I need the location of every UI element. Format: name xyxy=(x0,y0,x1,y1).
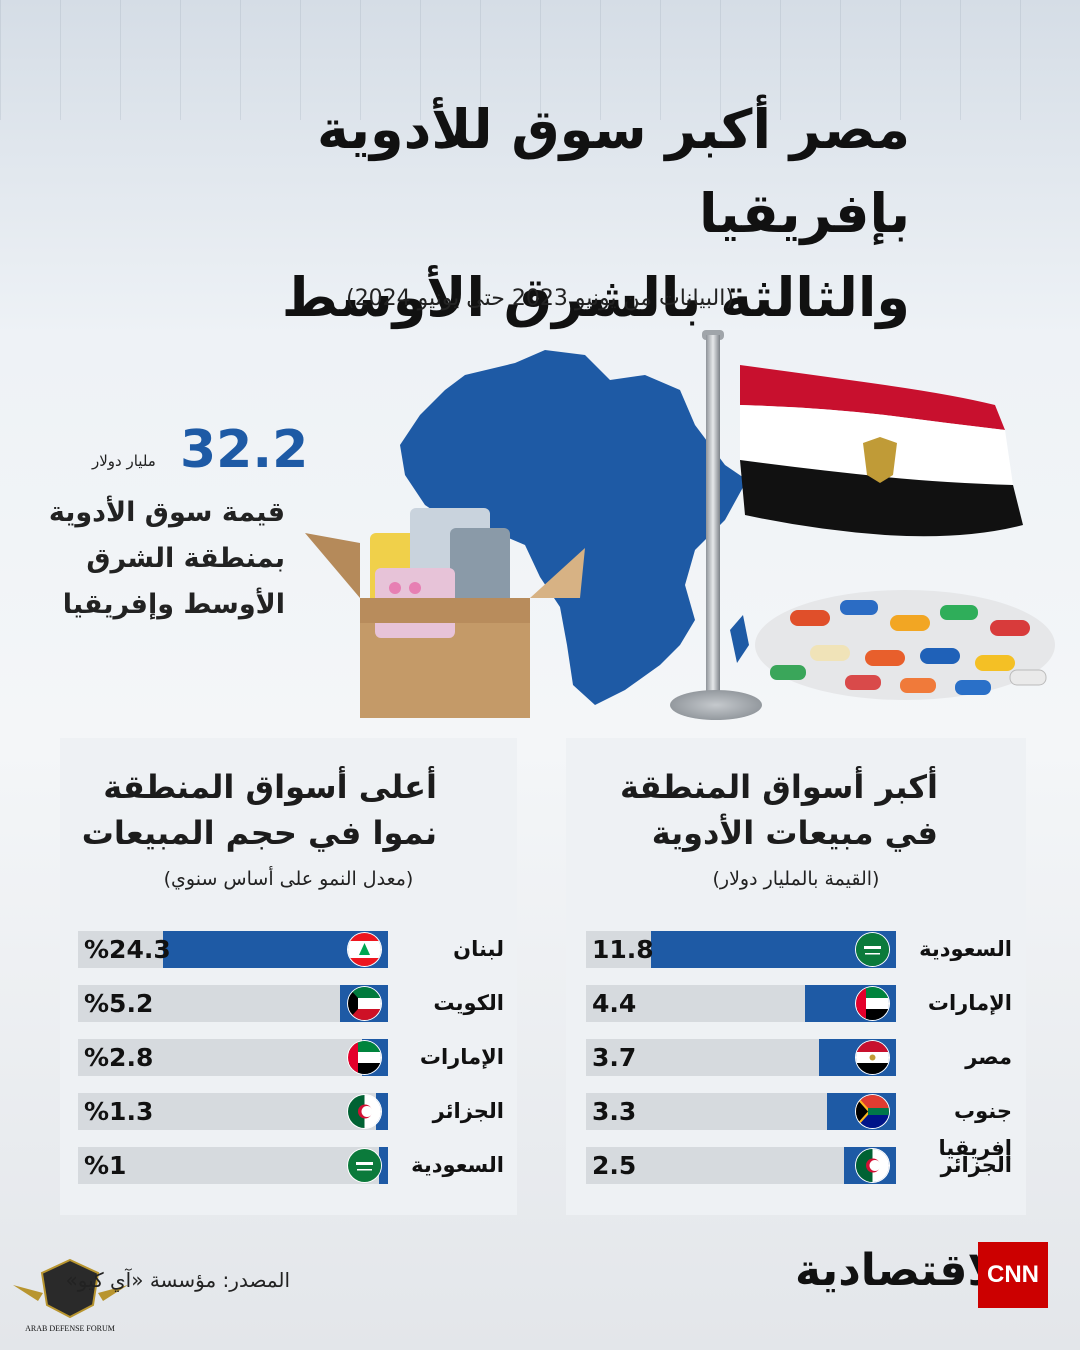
flagpole-base xyxy=(670,690,762,720)
growth-markets-title-line-2: نموا في حجم المبيعات xyxy=(81,814,437,852)
bar xyxy=(375,1093,388,1130)
bar-track xyxy=(78,1093,388,1130)
kuwait-flag-icon xyxy=(348,987,381,1020)
bar-track xyxy=(78,1039,388,1076)
medicine-box-image xyxy=(305,508,585,718)
category-label: لبنان xyxy=(453,937,504,961)
category-label: جنوب إفريقيا xyxy=(938,1099,1012,1160)
bar-row: 2.5 الجزائر xyxy=(586,1147,1016,1184)
arab-defense-forum-logo: ARAB DEFENSE FORUM xyxy=(13,1258,128,1333)
bar-track xyxy=(78,985,388,1022)
largest-markets-title-line-1: أكبر أسواق المنطقة xyxy=(619,768,938,806)
bar-row: 4.4 الإمارات xyxy=(586,985,1016,1022)
category-label: الجزائر xyxy=(432,1099,504,1123)
bar-value-label: %5.2 xyxy=(84,989,154,1018)
market-value-unit: مليار دولار xyxy=(92,452,156,470)
date-range-subtitle: (البيانات من يونيو 2023 حتى يونيو 2024) xyxy=(346,286,734,311)
bar-value-label: 11.8 xyxy=(592,935,654,964)
bar-row: %2.8 الإمارات xyxy=(78,1039,508,1076)
category-label: الإمارات xyxy=(419,1045,504,1069)
category-label: السعودية xyxy=(919,937,1012,961)
background-grid xyxy=(0,0,1080,120)
page-title: مصر أكبر سوق للأدوية بإفريقيا والثالثة ب… xyxy=(150,88,910,340)
flagpole xyxy=(706,335,720,705)
stat-line-1: قيمة سوق الأدوية xyxy=(48,497,285,528)
uae-flag-icon xyxy=(856,987,889,1020)
largest-markets-title: أكبر أسواق المنطقة في مبيعات الأدوية xyxy=(578,764,938,856)
growth-markets-unit: (معدل النمو على أساس سنوي) xyxy=(163,868,414,890)
bar-row: %24.3 لبنان xyxy=(78,931,508,968)
growth-markets-panel: أعلى أسواق المنطقة نموا في حجم المبيعات … xyxy=(60,738,517,1215)
category-label: مصر xyxy=(965,1045,1012,1069)
title-line-2: والثالثة بالشرق الأوسط xyxy=(281,266,910,329)
bar-row: 3.7 مصر xyxy=(586,1039,1016,1076)
bar-value-label: 3.3 xyxy=(592,1097,637,1126)
bar-value-label: %1.3 xyxy=(84,1097,154,1126)
bar-row: %1.3 الجزائر xyxy=(78,1093,508,1130)
bar-value-label: %24.3 xyxy=(84,935,171,964)
largest-markets-unit: (القيمة بالمليار دولار) xyxy=(712,868,880,890)
bar-value-label: 3.7 xyxy=(592,1043,637,1072)
category-label: الجزائر xyxy=(940,1153,1012,1177)
bar-value-label: %2.8 xyxy=(84,1043,154,1072)
category-label: الكويت xyxy=(433,991,504,1015)
bar-value-label: 2.5 xyxy=(592,1151,637,1180)
bar-row: %5.2 الكويت xyxy=(78,985,508,1022)
category-label: الإمارات xyxy=(927,991,1012,1015)
south-africa-flag-icon xyxy=(856,1095,889,1128)
bar-track xyxy=(78,1147,388,1184)
source-note: المصدر: مؤسسة «آي كيو» xyxy=(65,1268,290,1292)
bar-value-label: 4.4 xyxy=(592,989,637,1018)
saudi-flag-icon xyxy=(348,1149,381,1182)
bar-row: 3.3 جنوب إفريقيا xyxy=(586,1093,1016,1160)
pills-pile-image xyxy=(755,590,1055,700)
egypt-flag-waving xyxy=(740,365,1023,537)
largest-markets-title-line-2: في مبيعات الأدوية xyxy=(651,814,938,852)
algeria-flag-icon xyxy=(348,1095,381,1128)
category-label: السعودية xyxy=(411,1153,504,1177)
largest-markets-panel: أكبر أسواق المنطقة في مبيعات الأدوية (ال… xyxy=(566,738,1026,1215)
egypt-flag-icon xyxy=(856,1041,889,1074)
lebanon-flag-icon xyxy=(348,933,381,966)
stat-line-3: الأوسط وإفريقيا xyxy=(62,589,285,620)
growth-markets-title: أعلى أسواق المنطقة نموا في حجم المبيعات xyxy=(77,764,437,856)
cnn-logo: CNN xyxy=(978,1242,1048,1308)
bar-row: %1 السعودية xyxy=(78,1147,508,1184)
title-line-1: مصر أكبر سوق للأدوية بإفريقيا xyxy=(317,98,910,245)
bar-value-label: %1 xyxy=(84,1151,127,1180)
stat-line-2: بمنطقة الشرق xyxy=(86,543,285,574)
market-value-number: 32.2 xyxy=(180,420,309,480)
bar xyxy=(651,931,896,968)
market-value-description: قيمة سوق الأدوية بمنطقة الشرق الأوسط وإف… xyxy=(30,490,285,628)
uae-flag-icon xyxy=(348,1041,381,1074)
saudi-flag-icon xyxy=(856,933,889,966)
bar xyxy=(378,1147,388,1184)
africa-map xyxy=(400,350,749,705)
bar-row: 11.8 السعودية xyxy=(586,931,1016,968)
svg-text:ARAB DEFENSE FORUM: ARAB DEFENSE FORUM xyxy=(25,1324,115,1333)
algeria-flag-icon xyxy=(856,1149,889,1182)
growth-markets-title-line-1: أعلى أسواق المنطقة xyxy=(103,768,437,806)
